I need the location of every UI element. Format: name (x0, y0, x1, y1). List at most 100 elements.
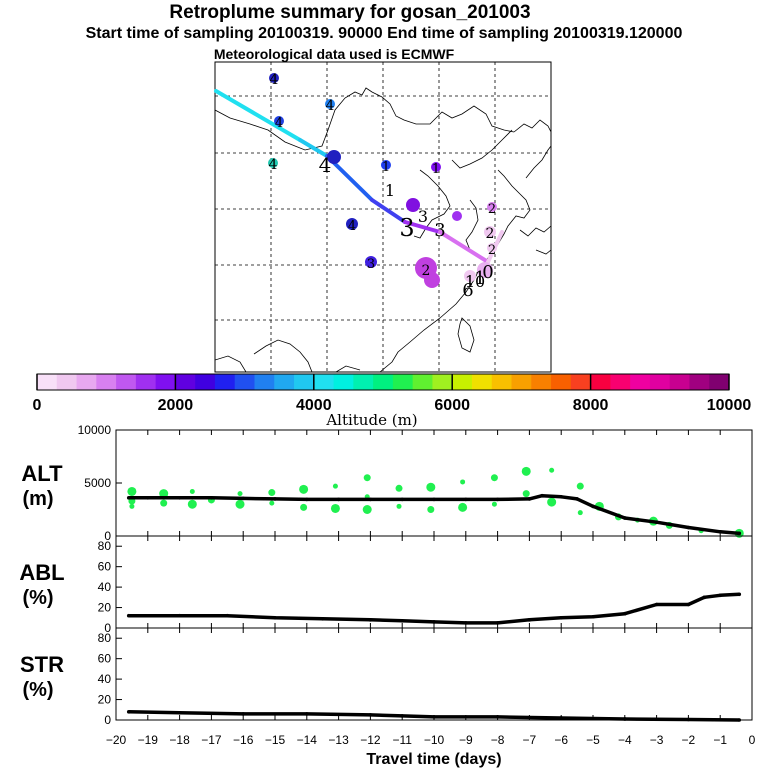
series-point (464, 621, 468, 625)
altitude-scatter-point (160, 499, 168, 507)
y-tick-label: 40 (98, 580, 112, 594)
cluster-marker (268, 158, 278, 168)
trajectory-segment (403, 220, 442, 234)
series-point (654, 602, 659, 607)
colorbar-swatch (649, 374, 671, 390)
series-point (273, 615, 277, 620)
series-point (368, 618, 373, 622)
altitude-scatter-point (330, 503, 340, 513)
cluster-label: 3 (434, 220, 445, 241)
series-point (320, 617, 325, 621)
series-point (623, 611, 627, 616)
series-point (177, 613, 182, 618)
cluster-label: 1 (385, 181, 395, 200)
colorbar-tick-label: 6000 (434, 397, 470, 414)
series-point (146, 496, 150, 500)
colorbar-swatch (274, 374, 295, 390)
series-point (305, 712, 309, 716)
y-tick-label: 5000 (84, 476, 111, 490)
altitude-scatter-point (521, 466, 531, 476)
colorbar-swatch (709, 374, 730, 390)
series-point (126, 496, 131, 500)
series-line (128, 493, 740, 536)
altitude-scatter-point (395, 484, 403, 492)
cluster-marker (487, 202, 497, 212)
series-point (241, 712, 245, 716)
altitude-scatter-point (577, 510, 583, 516)
cluster-marker (484, 226, 496, 238)
colorbar-tick-label: 4000 (296, 397, 332, 414)
altitude-scatter-point (127, 486, 137, 496)
cluster-marker (325, 99, 335, 109)
series-point (495, 497, 500, 502)
y-tick-label: 80 (98, 631, 112, 645)
series-point (540, 493, 544, 498)
colorbar-swatch (412, 374, 433, 390)
cluster-marker (487, 243, 497, 253)
series-point (241, 496, 245, 501)
colorbar-swatch (353, 374, 374, 390)
cluster-marker (477, 262, 493, 278)
series-point (209, 496, 214, 500)
y-tick-label: 60 (98, 652, 112, 666)
y-axis-unit: (%) (22, 587, 53, 609)
sampling-time-line: Start time of sampling 20100319. 90000 E… (85, 25, 683, 42)
trajectory-segment (214, 89, 302, 142)
cluster-label: 4 (326, 98, 335, 114)
series-point (432, 497, 436, 502)
colorbar-swatch (432, 374, 453, 390)
cluster-label: 4 (270, 72, 279, 88)
x-tick-label: −5 (586, 733, 600, 747)
series-point (305, 497, 309, 502)
series-point (336, 497, 341, 502)
colorbar-swatch (294, 374, 315, 390)
cluster-label: 3 (367, 257, 375, 272)
trajectory-segment (438, 230, 490, 264)
altitude-scatter-point (159, 489, 169, 499)
x-tick-label: −10 (424, 733, 445, 747)
colorbar-swatch (37, 374, 58, 390)
colorbar-swatch (471, 374, 493, 390)
x-tick-label: −20 (106, 733, 127, 747)
series-point (718, 529, 722, 534)
y-tick-label: 80 (98, 539, 112, 553)
cluster-marker (274, 116, 284, 126)
series-point (400, 497, 405, 502)
series-point (591, 614, 595, 619)
series-point (432, 715, 436, 719)
colorbar-swatch (452, 374, 473, 390)
x-tick-label: −6 (554, 733, 568, 747)
colorbar-tick-label: 8000 (573, 397, 609, 414)
colorbar-swatch (333, 374, 354, 390)
trajectory-segment (370, 198, 407, 224)
cluster-label: 4 (319, 153, 332, 177)
cluster-label: 10 (465, 272, 485, 291)
series-point (368, 713, 373, 717)
colorbar-swatch (689, 374, 710, 390)
colorbar-tick-label: 0 (33, 397, 42, 414)
panel-frame (115, 627, 753, 721)
altitude-scatter-point (235, 499, 245, 509)
series-line (128, 710, 740, 722)
x-tick-label: −4 (618, 733, 632, 747)
series-point (737, 718, 742, 722)
series-point (495, 715, 500, 719)
colorbar-swatch (135, 374, 157, 390)
colorbar-swatch (116, 374, 137, 390)
cluster-marker (269, 73, 279, 83)
y-tick-label: 0 (104, 529, 111, 543)
altitude-scatter-point (426, 482, 436, 492)
series-point (527, 618, 532, 622)
x-tick-label: −9 (459, 733, 473, 747)
altitude-scatter-point (187, 499, 197, 509)
series-point (464, 497, 468, 502)
series-point (527, 497, 532, 501)
time-series-panels: 0500010000ALT(m)020406080ABL(%)020406080… (19, 423, 755, 768)
x-tick-label: −15 (265, 733, 286, 747)
series-point (400, 619, 405, 623)
series-point (368, 497, 373, 502)
cluster-label: 1 (474, 268, 485, 289)
colorbar-swatch (373, 374, 394, 390)
colorbar-swatch (491, 374, 513, 390)
